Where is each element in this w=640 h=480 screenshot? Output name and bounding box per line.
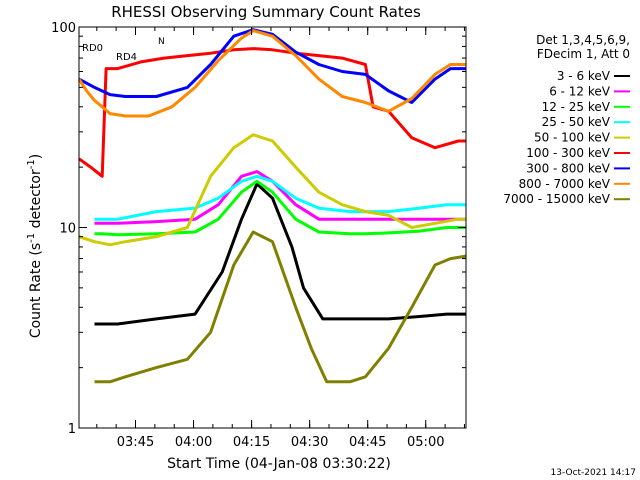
legend-label: 100 - 300 keV	[526, 146, 610, 160]
series-line-2	[94, 170, 466, 225]
x-axis: 03:45 04:00 04:15 04:30 04:45 05:00	[96, 27, 465, 450]
legend-label: 3 - 6 keV	[557, 69, 611, 83]
legend-label: 50 - 100 keV	[534, 131, 611, 145]
y-axis-label-tail: detector	[28, 169, 44, 233]
y-axis-label: Count Rate (s-1 detector-1)	[26, 154, 44, 338]
x-tick-label: 03:45	[117, 435, 154, 450]
date-stamp: 13-Oct-2021 14:17	[551, 468, 636, 478]
y-tick-label: 10	[59, 222, 76, 237]
chart-title: RHESSI Observing Summary Count Rates	[111, 3, 421, 21]
series-line-5	[78, 133, 466, 247]
y-tick-label: 1	[68, 422, 76, 437]
legend-header-line-1: Det 1,3,4,5,6,9,	[536, 33, 630, 47]
series-line-7	[78, 28, 466, 104]
y-axis-label-end: )	[28, 154, 44, 159]
legend-label: 7000 - 15000 keV	[503, 192, 610, 206]
legend-label: 6 - 12 keV	[549, 84, 611, 98]
legend-label: 300 - 800 keV	[526, 161, 610, 175]
x-tick-label: 04:30	[291, 435, 328, 450]
legend-label: 25 - 50 keV	[542, 115, 611, 129]
series-line-8	[77, 29, 466, 118]
x-tick-label: 04:15	[233, 435, 270, 450]
legend-header-line-2: FDecim 1, Att 0	[537, 47, 630, 61]
flag-label: RD4	[116, 52, 137, 63]
legend-label: 800 - 7000 keV	[519, 177, 611, 191]
series-line-3	[94, 179, 466, 237]
x-axis-label: Start Time (04-Jan-08 03:30:22)	[167, 456, 391, 472]
x-tick-label: 05:00	[407, 435, 444, 450]
y-axis-label-sup2: -1	[26, 159, 37, 169]
y-axis: 1 10 100	[51, 21, 466, 437]
series-line-6	[78, 47, 466, 178]
flag-label: RD0	[82, 43, 103, 54]
flag-label: N	[158, 37, 165, 47]
y-axis-label-sup: -1	[26, 233, 37, 243]
legend-label: 12 - 25 keV	[542, 100, 611, 114]
legend: Det 1,3,4,5,6,9, FDecim 1, Att 0 3 - 6 k…	[503, 33, 630, 206]
plot-frame	[78, 26, 467, 429]
series-line-1	[94, 182, 466, 326]
series-line-9	[94, 230, 467, 384]
y-axis-label-main: Count Rate (s	[28, 243, 44, 338]
x-tick-label: 04:45	[349, 435, 386, 450]
x-tick-label: 04:00	[175, 435, 212, 450]
y-tick-label: 100	[51, 21, 76, 36]
series-line-4	[94, 174, 466, 221]
